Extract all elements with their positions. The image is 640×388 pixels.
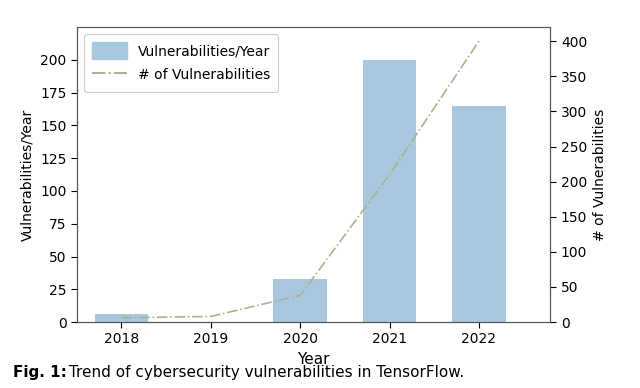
Y-axis label: Vulnerabilities/Year: Vulnerabilities/Year — [20, 109, 35, 241]
X-axis label: Year: Year — [298, 352, 330, 367]
Legend: Vulnerabilities/Year, # of Vulnerabilities: Vulnerabilities/Year, # of Vulnerabiliti… — [84, 34, 278, 92]
Bar — [95, 314, 148, 322]
Y-axis label: # of Vulnerabilities: # of Vulnerabilities — [593, 109, 607, 241]
Bar — [452, 106, 506, 322]
Text: Trend of cybersecurity vulnerabilities in TensorFlow.: Trend of cybersecurity vulnerabilities i… — [64, 365, 464, 380]
Text: Fig. 1:: Fig. 1: — [13, 365, 67, 380]
Bar — [363, 60, 417, 322]
Bar — [273, 279, 327, 322]
